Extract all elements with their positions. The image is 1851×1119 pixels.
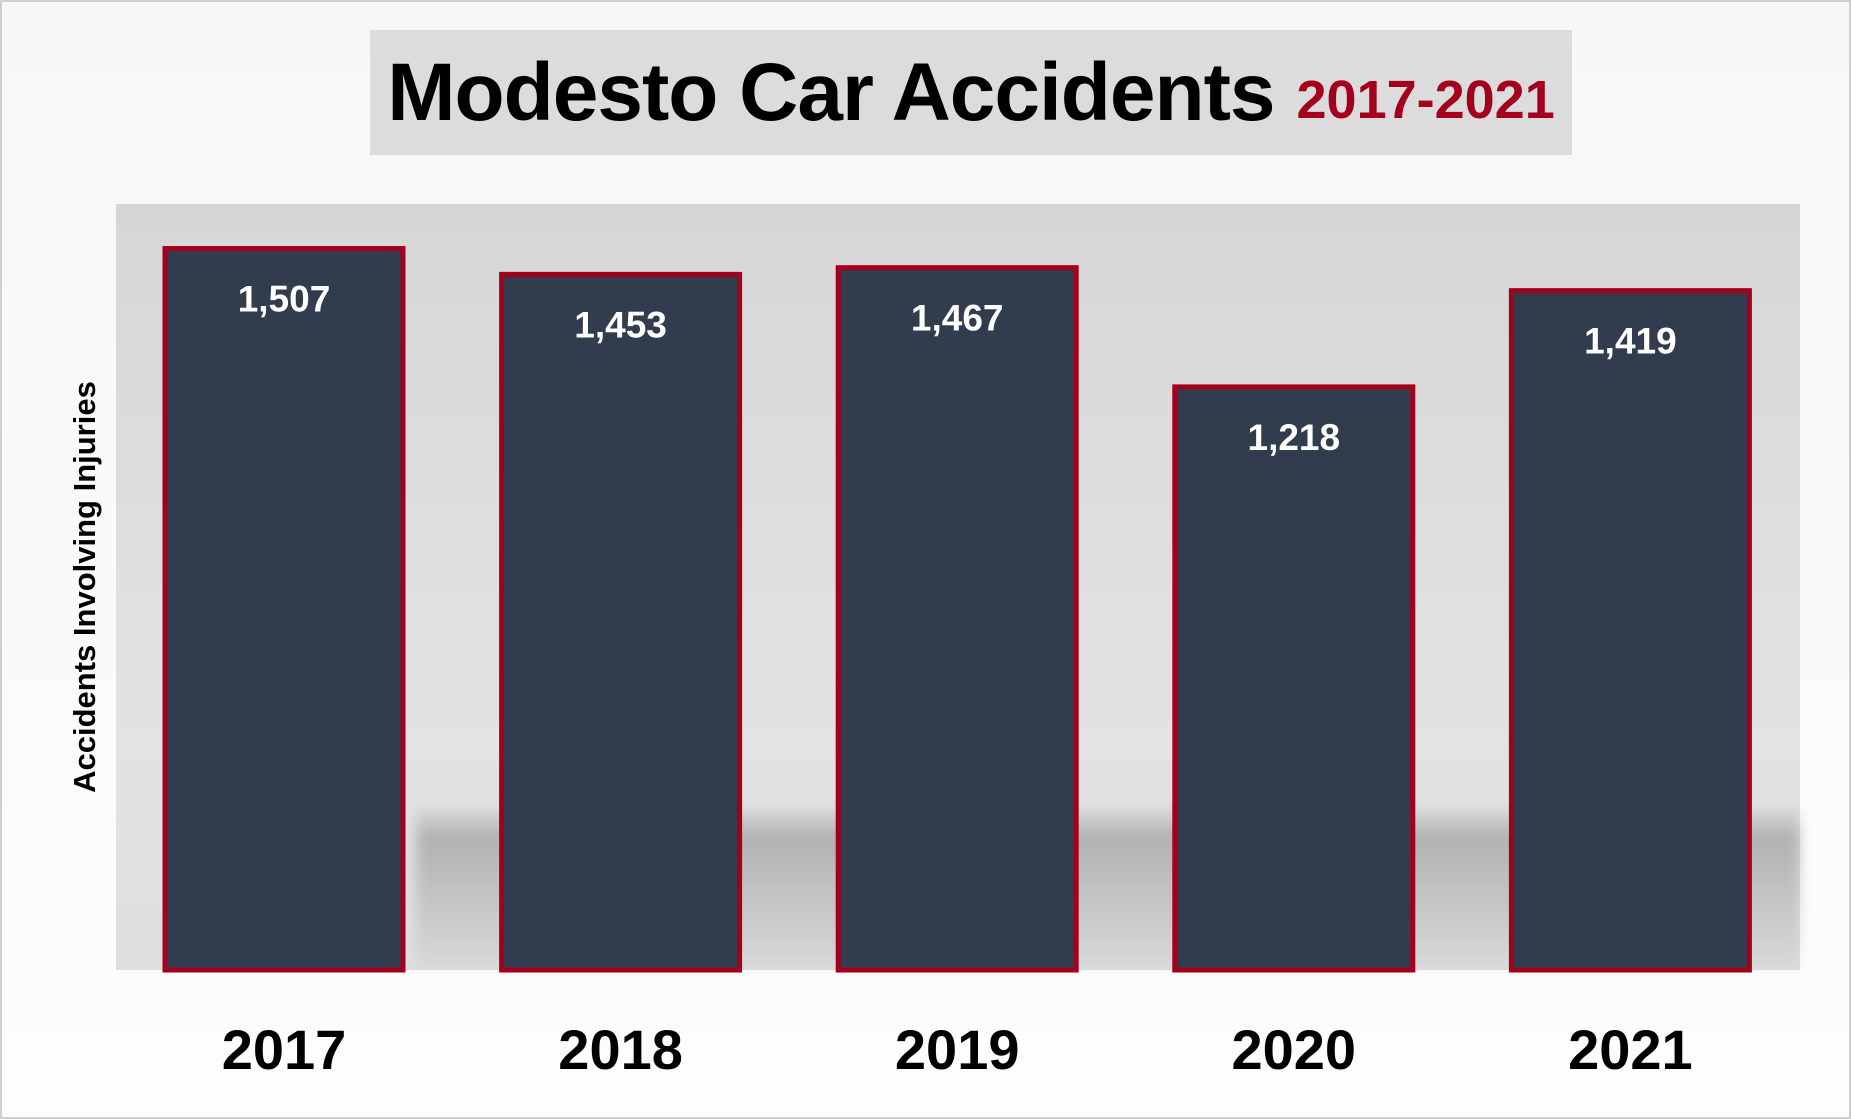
bar-2019: [835, 265, 1079, 973]
bar-2020: [1172, 384, 1416, 973]
data-label: 1,419: [1584, 321, 1677, 362]
x-tick-label: 2020: [1232, 1018, 1357, 1081]
x-tick-label: 2019: [895, 1018, 1020, 1081]
bar-2018: [499, 271, 743, 973]
data-label: 1,218: [1248, 417, 1341, 458]
bar-2017: [162, 246, 406, 973]
x-tick-label: 2017: [222, 1018, 347, 1081]
chart-subtitle: 2017-2021: [1296, 69, 1555, 130]
data-label: 1,453: [574, 304, 667, 345]
x-tick-label: 2018: [558, 1018, 683, 1081]
x-tick-label: 2021: [1568, 1018, 1693, 1081]
data-label: 1,467: [911, 298, 1004, 339]
chart-title: Modesto Car Accidents: [387, 46, 1275, 138]
title-box: Modesto Car Accidents 2017-2021: [370, 30, 1572, 155]
bar-2021: [1508, 288, 1752, 973]
data-label: 1,507: [238, 279, 331, 320]
